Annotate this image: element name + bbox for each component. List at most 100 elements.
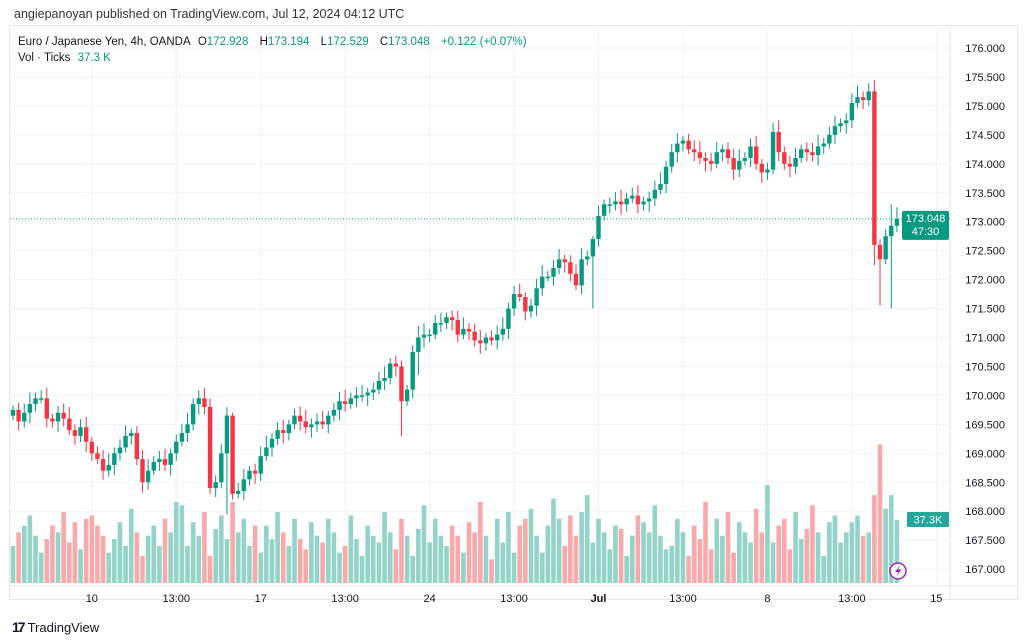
candle-body xyxy=(472,331,477,341)
candle-body xyxy=(145,470,151,483)
volume-bar xyxy=(697,539,703,583)
y-tick-label: 169.000 xyxy=(965,448,1005,460)
candle-body xyxy=(799,149,804,159)
candle-body xyxy=(708,160,714,164)
volume-bar xyxy=(663,549,669,583)
volume-bar xyxy=(95,525,100,583)
x-tick-label: 13:00 xyxy=(500,593,528,605)
candle-body xyxy=(562,259,567,263)
footer-brand[interactable]: 17 TradingView xyxy=(12,619,99,635)
volume-bar xyxy=(579,512,584,583)
candle xyxy=(269,433,275,457)
candle-body xyxy=(585,256,590,260)
candle xyxy=(16,402,21,431)
volume-bar xyxy=(247,545,252,583)
candle-body xyxy=(579,259,584,286)
candle-body xyxy=(866,91,871,101)
candle-body xyxy=(618,201,624,205)
volume-bar xyxy=(849,522,855,583)
volume-bar xyxy=(691,525,697,583)
candle-body xyxy=(568,262,573,274)
x-tick-label: 15 xyxy=(930,593,942,605)
y-tick-label: 176.000 xyxy=(965,43,1005,55)
candle-body xyxy=(883,236,888,260)
candle xyxy=(523,292,528,321)
candle xyxy=(438,312,444,332)
symbol-title[interactable]: Euro / Japanese Yen, 4h, OANDA xyxy=(18,36,191,48)
candle-body xyxy=(230,415,235,494)
candle xyxy=(371,382,376,401)
candle xyxy=(551,259,556,286)
time-axis: 10 13:00 17 13:00 24 13:00 Jul 13:00 8 13:00 15 xyxy=(86,593,943,605)
candle-body xyxy=(33,398,38,405)
candle xyxy=(556,248,562,275)
candle xyxy=(359,384,365,402)
candle xyxy=(117,439,123,461)
candle-body xyxy=(275,430,280,439)
candle-body xyxy=(117,447,123,454)
candle xyxy=(388,357,393,385)
candle-body xyxy=(399,366,404,402)
candle xyxy=(129,428,134,445)
candle-body xyxy=(219,453,224,483)
candle-body xyxy=(67,418,72,431)
volume-bar xyxy=(472,532,477,583)
volume-bar xyxy=(877,444,883,583)
candle xyxy=(179,423,185,447)
y-tick-label: 172.500 xyxy=(965,246,1005,258)
candle-body xyxy=(787,163,793,167)
candle xyxy=(134,426,140,466)
candle xyxy=(838,118,843,133)
volume-bar xyxy=(669,545,675,583)
volume-bar xyxy=(128,508,134,583)
volume-bar xyxy=(371,535,376,583)
candle-body xyxy=(10,409,16,416)
candle-body xyxy=(534,288,539,306)
alert-lightning-icon[interactable] xyxy=(889,562,907,580)
candle-body xyxy=(714,152,719,164)
open-label: O xyxy=(197,36,207,48)
candle xyxy=(630,187,635,204)
candle-body xyxy=(44,398,49,419)
candle xyxy=(433,314,438,340)
candle xyxy=(489,330,494,346)
candle xyxy=(106,453,111,477)
candle-body xyxy=(478,340,483,344)
candle xyxy=(472,323,477,347)
candle-body xyxy=(511,294,517,309)
candle-body xyxy=(224,415,230,454)
candle xyxy=(44,387,49,428)
candle-body xyxy=(185,424,190,434)
candle xyxy=(692,140,697,162)
candle xyxy=(185,412,190,443)
y-tick-label: 170.500 xyxy=(965,361,1005,373)
candle xyxy=(534,279,539,317)
candle-body xyxy=(190,404,196,425)
candle xyxy=(511,285,517,317)
candle xyxy=(219,444,224,489)
candle-body xyxy=(416,337,421,352)
candle xyxy=(399,360,404,436)
low-label: L xyxy=(320,36,328,48)
volume-bar xyxy=(179,505,185,583)
candle-body xyxy=(320,421,325,425)
candle-body xyxy=(528,305,534,312)
candle xyxy=(596,205,601,247)
y-tick-label: 173.500 xyxy=(965,188,1005,200)
candle xyxy=(821,137,826,154)
candle xyxy=(78,419,83,443)
candle xyxy=(753,136,759,170)
volume-indicator-label[interactable]: Vol · Ticks xyxy=(18,52,71,64)
candle xyxy=(697,140,703,165)
volume-bar xyxy=(196,535,202,583)
volume-bar xyxy=(100,535,106,583)
volume-bar xyxy=(241,518,247,583)
volume-bar xyxy=(466,522,472,583)
volume-bar xyxy=(804,528,810,583)
volume-bar xyxy=(500,542,506,583)
candle xyxy=(382,366,387,390)
candle xyxy=(202,387,207,415)
candle-body xyxy=(455,320,460,335)
volume-bar xyxy=(376,542,382,583)
